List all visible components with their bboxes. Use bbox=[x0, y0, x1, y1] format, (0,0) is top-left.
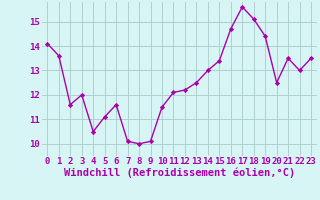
X-axis label: Windchill (Refroidissement éolien,°C): Windchill (Refroidissement éolien,°C) bbox=[64, 168, 295, 178]
